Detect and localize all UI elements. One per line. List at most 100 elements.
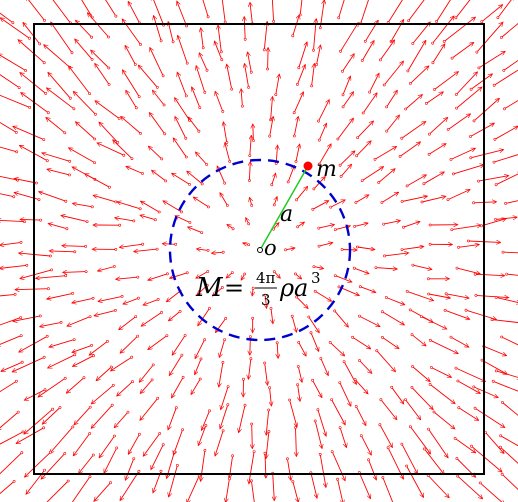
field-arrow <box>0 380 17 393</box>
field-arrow-tail <box>88 405 92 409</box>
field-arrow-tail <box>219 50 223 54</box>
field-arrow-tail <box>13 292 17 296</box>
field-arrow-tail <box>174 406 178 410</box>
field-arrow <box>0 12 14 24</box>
field-arrow-tail <box>130 157 134 161</box>
field-arrow-tail <box>312 265 316 269</box>
field-arrow-tail <box>226 385 230 389</box>
field-arrow <box>201 28 204 48</box>
field-arrow-tail <box>243 37 247 41</box>
field-arrow-tail <box>294 160 298 163</box>
field-arrow <box>99 435 115 458</box>
field-arrow <box>427 475 449 498</box>
field-arrow-tail <box>266 67 270 71</box>
field-arrow-tail <box>159 469 163 473</box>
field-arrow <box>122 19 141 45</box>
field-arrow <box>197 249 209 251</box>
field-arrow-tail <box>498 445 502 449</box>
field-arrow-tail <box>268 134 272 138</box>
field-arrow-tail <box>317 162 321 166</box>
field-arrow-tail <box>272 270 276 274</box>
field-arrow <box>320 358 328 376</box>
field-arrow <box>406 175 426 187</box>
field-arrow <box>376 350 396 372</box>
field-arrow-tail <box>43 468 47 472</box>
field-arrow-tail <box>155 85 159 89</box>
field-arrow-tail <box>221 360 225 364</box>
field-arrow <box>423 448 444 474</box>
field-arrow <box>456 267 480 274</box>
field-arrow-tail <box>411 365 414 368</box>
field-arrow-tail <box>88 315 92 319</box>
field-arrow-tail <box>368 90 372 94</box>
field-arrow-tail <box>68 173 71 177</box>
field-arrow-tail <box>58 406 62 409</box>
field-arrow-tail <box>68 96 72 100</box>
field-arrow <box>296 296 308 308</box>
field-arrow-tail <box>185 24 189 28</box>
field-arrow-tail <box>381 476 385 479</box>
field-arrow <box>428 428 448 457</box>
field-arrow <box>298 384 300 401</box>
svg-text:3: 3 <box>311 269 321 287</box>
field-arrow <box>128 434 140 454</box>
field-arrow-tail <box>502 69 506 72</box>
field-arrow <box>0 193 14 198</box>
field-arrow <box>0 54 26 71</box>
field-arrow-tail <box>432 410 436 414</box>
field-arrow-tail <box>431 61 435 65</box>
field-arrow <box>501 336 518 346</box>
field-arrow-tail <box>19 334 23 338</box>
field-arrow-tail <box>272 19 276 23</box>
field-arrow-tail <box>480 224 483 228</box>
field-arrow <box>226 478 230 502</box>
field-arrow-tail <box>352 266 356 270</box>
field-arrow-tail <box>493 137 497 141</box>
field-arrow <box>297 366 302 383</box>
field-arrow <box>493 380 518 392</box>
field-arrow <box>175 98 190 121</box>
field-arrow-tail <box>330 450 334 454</box>
field-arrow-tail <box>165 334 169 338</box>
field-arrow <box>221 386 229 410</box>
field-arrow-tail <box>42 355 46 359</box>
field-arrow <box>253 124 254 141</box>
field-arrow-tail <box>427 132 431 136</box>
field-arrow <box>504 99 518 110</box>
field-arrow-tail <box>225 203 229 207</box>
field-arrow <box>0 293 16 297</box>
field-arrow-tail <box>249 357 253 361</box>
field-arrow <box>334 310 349 327</box>
field-arrow <box>201 450 206 481</box>
field-arrow <box>104 447 118 473</box>
field-arrow <box>447 114 470 130</box>
field-arrow <box>14 179 37 184</box>
field-arrow <box>239 405 246 432</box>
field-arrow <box>187 475 200 502</box>
field-arrow <box>268 48 269 70</box>
field-arrow <box>421 316 446 329</box>
field-arrow <box>72 344 92 352</box>
field-arrow-tail <box>151 363 155 367</box>
field-arrow <box>61 216 88 223</box>
field-arrow-tail <box>249 70 253 74</box>
field-arrow <box>450 336 469 347</box>
field-arrow-tail <box>398 154 402 158</box>
field-arrow <box>168 407 177 430</box>
field-arrow-tail <box>45 159 49 163</box>
field-arrow <box>352 336 371 348</box>
field-arrow <box>220 193 228 206</box>
field-arrow <box>0 94 30 108</box>
field-arrow <box>49 224 68 230</box>
field-arrow-tail <box>201 46 205 50</box>
field-arrow <box>43 407 61 425</box>
field-arrow-tail <box>435 20 439 23</box>
field-arrow <box>318 225 334 229</box>
field-arrow-tail <box>197 474 201 478</box>
field-arrow <box>292 481 298 502</box>
field-arrow <box>481 5 503 23</box>
field-arrow-tail <box>46 111 50 115</box>
field-arrow <box>361 167 383 181</box>
field-arrow <box>94 309 116 315</box>
field-arrow-tail <box>380 201 384 204</box>
